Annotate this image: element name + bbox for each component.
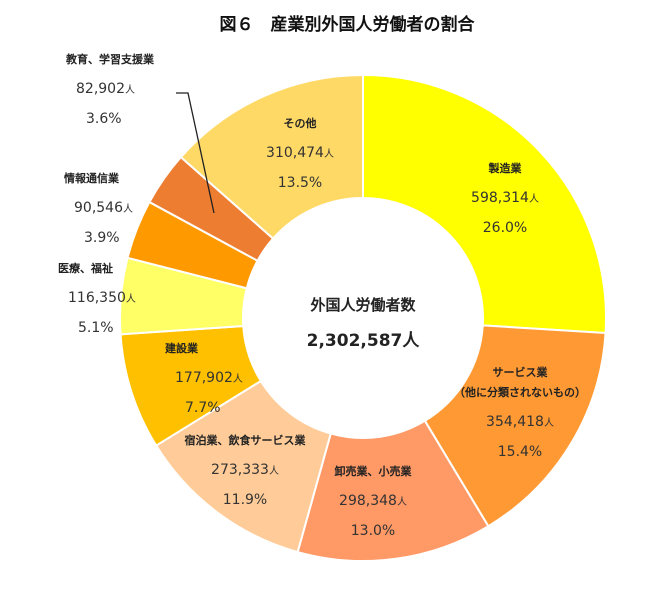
slice-1	[423, 324, 607, 528]
slice-label-7: 教育、学習支援業 82,902人 3.6%	[65, 52, 155, 127]
slice-label-6: 情報通信業 90,546人 3.9%	[64, 171, 133, 246]
slice-category-3: 宿泊業、飲食サービス業	[185, 433, 307, 447]
slice-category-8: その他	[284, 116, 317, 130]
slice-label-0: 製造業 598,314人 26.0%	[471, 161, 539, 236]
slice-value-0: 598,314人	[471, 190, 539, 206]
slice-label-8: その他 310,474人 13.5%	[266, 116, 334, 191]
slice-label-1: サービス業 （他に分類されないもの） 354,418人 15.4%	[454, 365, 586, 460]
slice-percent-4: 7.7%	[185, 400, 221, 416]
slice-percent-0: 26.0%	[483, 220, 527, 236]
slice-category-6: 情報通信業	[64, 171, 120, 185]
slice-0	[362, 73, 607, 335]
chart-title: 図６ 産業別外国人労働者の割合	[220, 14, 476, 35]
slice-percent-8: 13.5%	[278, 175, 322, 191]
slice-percent-3: 11.9%	[223, 492, 267, 508]
slice-value-3: 273,333人	[211, 462, 279, 478]
center-title: 外国人労働者数	[309, 296, 416, 314]
donut-slices	[119, 73, 607, 562]
center-total-number: 2,302,587	[307, 331, 403, 351]
slice-percent-1: 15.4%	[498, 444, 542, 460]
slice-value-1: 354,418人	[486, 414, 554, 430]
slice-value-5: 116,350人	[68, 290, 136, 306]
leader-lines	[176, 92, 215, 214]
slice-value-4: 177,902人	[175, 370, 243, 386]
slice-category-1-line1: （他に分類されないもの）	[454, 385, 586, 399]
slice-percent-2: 13.0%	[351, 523, 395, 539]
slice-value-2: 298,348人	[339, 493, 407, 509]
slice-category-1: サービス業	[493, 365, 549, 379]
slice-category-5: 医療、福祉	[58, 261, 113, 275]
slice-value-6: 90,546人	[74, 200, 133, 216]
leader-line-education	[176, 92, 215, 214]
slice-category-7: 教育、学習支援業	[65, 52, 155, 66]
slice-label-5: 医療、福祉 116,350人 5.1%	[58, 261, 136, 336]
center-total: 2,302,587人	[307, 331, 421, 351]
slice-category-4: 建設業	[165, 341, 199, 355]
slice-label-3: 宿泊業、飲食サービス業 273,333人 11.9%	[185, 433, 307, 508]
slice-2	[296, 419, 490, 562]
slice-labels: 製造業 598,314人 26.0% サービス業 （他に分類されないもの） 354,418…	[58, 52, 586, 539]
center-total-unit: 人	[402, 331, 420, 351]
slice-label-2: 卸売業、小売業 298,348人 13.0%	[335, 464, 413, 539]
slice-percent-6: 3.9%	[84, 230, 120, 246]
slice-percent-5: 5.1%	[78, 320, 114, 336]
slice-category-2: 卸売業、小売業	[335, 464, 413, 478]
slice-category-0: 製造業	[488, 161, 523, 175]
slice-percent-7: 3.6%	[86, 111, 122, 127]
slice-value-7: 82,902人	[76, 81, 135, 97]
slice-value-8: 310,474人	[266, 145, 334, 161]
slice-label-4: 建設業 177,902人 7.7%	[165, 341, 243, 416]
slice-8	[179, 73, 364, 240]
